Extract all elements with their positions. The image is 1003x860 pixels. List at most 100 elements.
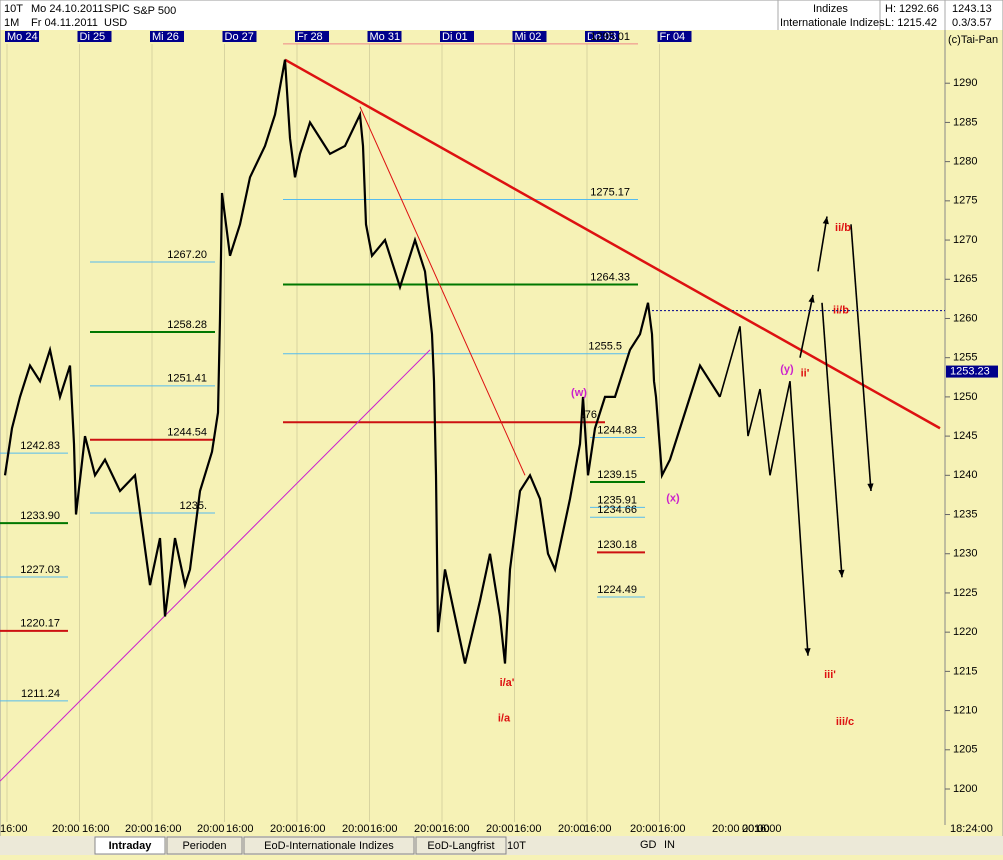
y-tick-label: 1250 bbox=[953, 391, 977, 403]
tab-label[interactable]: Perioden bbox=[182, 840, 226, 852]
level-label: 1211.24 bbox=[21, 688, 60, 700]
day-box bbox=[5, 31, 39, 42]
wave-label: (x) bbox=[666, 493, 680, 505]
level-label: .76 bbox=[582, 409, 597, 421]
y-tick-label: 1220 bbox=[953, 626, 977, 638]
day-box bbox=[295, 31, 329, 42]
day-label: Do 03 bbox=[587, 31, 616, 43]
group: Indizes bbox=[813, 3, 848, 15]
day-box bbox=[222, 31, 257, 42]
interval: 1M bbox=[4, 17, 19, 29]
period-select[interactable]: 10T bbox=[507, 840, 526, 852]
time-label: 00:00 bbox=[742, 823, 770, 835]
time-label: 20:00 bbox=[342, 823, 370, 835]
tab-label[interactable]: EoD-Internationale Indizes bbox=[264, 840, 394, 852]
level-label: 1295.01 bbox=[590, 31, 630, 43]
time-label: 20:00 bbox=[270, 823, 298, 835]
y-tick-label: 1280 bbox=[953, 156, 977, 168]
arrow-head bbox=[822, 216, 829, 225]
day-label: Mi 26 bbox=[152, 31, 179, 43]
time-label: 16:00 bbox=[0, 823, 28, 835]
currency: USD bbox=[104, 17, 127, 29]
low: L: 1215.42 bbox=[885, 17, 937, 29]
y-tick-label: 1210 bbox=[953, 704, 977, 716]
tab-label[interactable]: EoD-Langfrist bbox=[427, 840, 494, 852]
y-tick-label: 1260 bbox=[953, 312, 977, 324]
level-label: 1264.33 bbox=[590, 271, 630, 283]
high: H: 1292.66 bbox=[885, 3, 939, 15]
time-label: 20:00 bbox=[197, 823, 225, 835]
arrow-head bbox=[808, 294, 815, 303]
price-line bbox=[3, 59, 721, 664]
level-label: 1258.28 bbox=[167, 319, 207, 331]
clock: 18:24:00 bbox=[950, 823, 993, 835]
time-label: 20:00 bbox=[742, 823, 770, 835]
day-label: Do 27 bbox=[225, 31, 254, 43]
day-box bbox=[77, 31, 112, 42]
wave-label: (y) bbox=[780, 363, 794, 375]
day-label: Mo 31 bbox=[370, 31, 401, 43]
tab[interactable] bbox=[166, 836, 243, 855]
level-label: 1220.17 bbox=[20, 618, 60, 630]
header-bg bbox=[0, 0, 1003, 30]
tab[interactable] bbox=[243, 836, 415, 855]
y-tick-label: 1215 bbox=[953, 665, 977, 677]
last: 1243.13 bbox=[952, 3, 992, 15]
level-label: 1235.91 bbox=[597, 494, 637, 506]
wave-label: iii/c bbox=[836, 716, 854, 728]
projection bbox=[817, 216, 828, 272]
day-label: Fr 28 bbox=[297, 31, 323, 43]
time-label: 20:00 bbox=[712, 823, 740, 835]
time-label: 20:00 bbox=[414, 823, 442, 835]
day-box bbox=[585, 31, 619, 42]
arrow-head bbox=[838, 569, 845, 578]
level-label: 1239.15 bbox=[597, 469, 637, 481]
y-tick-label: 1200 bbox=[953, 783, 977, 795]
start: Mo 24.10.2011 bbox=[31, 3, 104, 15]
time-label: 16:00 bbox=[658, 823, 686, 835]
wave-label: i/a bbox=[498, 712, 511, 724]
level-label: 1275.17 bbox=[590, 186, 630, 198]
arrow-head bbox=[804, 648, 811, 656]
wave-label: (w) bbox=[571, 387, 587, 399]
wave-label: i/a' bbox=[500, 677, 515, 689]
day-box bbox=[150, 31, 184, 42]
level-label: 1230.18 bbox=[597, 539, 637, 551]
change: 0.3/3.57 bbox=[952, 17, 992, 29]
day-label: Mi 02 bbox=[515, 31, 542, 43]
wave-label: ii' bbox=[801, 367, 810, 379]
y-tick-label: 1205 bbox=[953, 744, 977, 756]
end: Fr 04.11.2011 bbox=[31, 17, 98, 29]
tab-label[interactable]: Intraday bbox=[109, 840, 153, 852]
time-label: 16:00 bbox=[442, 823, 470, 835]
current-label: 1253.23 bbox=[950, 365, 990, 377]
time-label: 16:00 bbox=[754, 823, 782, 835]
gd[interactable]: GD bbox=[640, 839, 657, 851]
tab[interactable] bbox=[415, 836, 507, 855]
projection bbox=[719, 326, 809, 656]
y-tick-label: 1265 bbox=[953, 273, 977, 285]
day-box bbox=[367, 31, 402, 42]
level-label: 1267.20 bbox=[167, 249, 207, 261]
day-label: Fr 04 bbox=[660, 31, 686, 43]
projection bbox=[850, 224, 872, 492]
tab[interactable] bbox=[94, 836, 166, 855]
trend-line bbox=[0, 349, 431, 782]
y-tick-label: 1240 bbox=[953, 469, 977, 481]
trend-line bbox=[284, 58, 941, 430]
level-label: 1233.90 bbox=[20, 510, 60, 522]
day-label: Di 01 bbox=[442, 31, 468, 43]
day-label: Mo 24 bbox=[7, 31, 38, 43]
time-label: 16:00 bbox=[584, 823, 612, 835]
y-tick-label: 1245 bbox=[953, 430, 977, 442]
time-label: 16:00 bbox=[226, 823, 254, 835]
y-tick-label: 1290 bbox=[953, 77, 977, 89]
time-label: 16:00 bbox=[82, 823, 110, 835]
time-label: 16:00 bbox=[154, 823, 182, 835]
name: S&P 500 bbox=[133, 5, 176, 17]
time-label: 20:00 bbox=[486, 823, 514, 835]
in[interactable]: IN bbox=[664, 839, 675, 851]
time-label: 16:00 bbox=[514, 823, 542, 835]
day-label: Di 25 bbox=[80, 31, 106, 43]
